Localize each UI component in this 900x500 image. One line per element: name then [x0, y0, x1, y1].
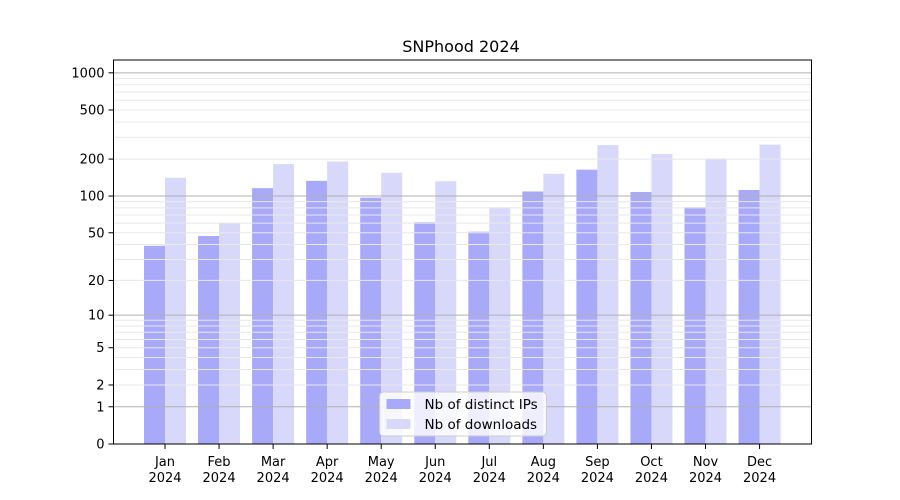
legend-swatch-distinct-ips	[386, 399, 411, 409]
x-tick-label-month-jan: Jan	[154, 455, 175, 470]
bar-distinct-ips-jul	[468, 231, 490, 444]
bar-distinct-ips-oct	[630, 191, 652, 444]
y-tick-label-1: 1	[96, 400, 104, 415]
x-tick-label-month-feb: Feb	[208, 455, 231, 470]
y-tick-label-500: 500	[80, 104, 105, 119]
x-tick-label-month-apr: Apr	[316, 455, 339, 470]
bar-downloads-may	[381, 172, 403, 444]
bar-distinct-ips-apr	[306, 180, 328, 444]
y-tick-label-20: 20	[88, 274, 105, 289]
x-tick-label-month-may: May	[368, 455, 395, 470]
y-tick-label-10: 10	[88, 309, 105, 324]
x-tick-label-month-dec: Dec	[747, 455, 772, 470]
bar-downloads-mar	[273, 164, 295, 445]
x-tick-label-month-sep: Sep	[585, 455, 610, 470]
x-tick-label-year-apr: 2024	[311, 471, 344, 486]
x-tick-label-year-nov: 2024	[689, 471, 722, 486]
x-tick-label-month-oct: Oct	[640, 455, 662, 470]
x-tick-label-year-oct: 2024	[635, 471, 668, 486]
x-tick-label-month-jun: Jun	[424, 455, 445, 470]
x-tick-label-year-mar: 2024	[257, 471, 290, 486]
legend-swatch-downloads	[386, 419, 411, 429]
bar-distinct-ips-jan	[144, 245, 165, 444]
x-tick-label-month-jul: Jul	[480, 455, 497, 470]
bar-distinct-ips-aug	[522, 191, 544, 444]
bar-distinct-ips-jun	[414, 222, 436, 444]
x-tick-label-year-may: 2024	[365, 471, 398, 486]
x-tick-label-year-feb: 2024	[203, 471, 236, 486]
y-tick-label-100: 100	[80, 190, 105, 205]
x-tick-label-year-dec: 2024	[743, 471, 776, 486]
y-tick-label-2: 2	[96, 378, 104, 393]
x-tick-label-month-nov: Nov	[693, 455, 719, 470]
plot-frame	[113, 59, 812, 445]
legend-label-downloads: Nb of downloads	[425, 417, 538, 433]
y-tick-label-0: 0	[96, 438, 104, 453]
x-tick-label-month-mar: Mar	[261, 455, 286, 470]
bar-distinct-ips-dec	[738, 190, 760, 444]
bar-downloads-sep	[597, 145, 619, 444]
bar-downloads-apr	[327, 161, 349, 445]
bar-downloads-feb	[219, 223, 241, 444]
bar-downloads-jan	[165, 177, 186, 445]
y-tick-label-1000: 1000	[71, 66, 104, 81]
x-tick-label-year-jan: 2024	[148, 471, 181, 486]
y-tick-label-50: 50	[88, 226, 105, 241]
bar-downloads-aug	[543, 173, 565, 444]
bar-distinct-ips-mar	[252, 188, 274, 444]
bar-downloads-oct	[651, 153, 673, 444]
x-tick-label-year-sep: 2024	[581, 471, 614, 486]
bar-distinct-ips-sep	[576, 169, 598, 445]
y-tick-label-200: 200	[80, 153, 105, 168]
legend-label-distinct-ips: Nb of distinct IPs	[425, 397, 538, 413]
plot-area: 01251020501002005001000Jan2024Feb2024Mar…	[71, 59, 812, 486]
y-tick-label-5: 5	[96, 341, 104, 356]
bar-downloads-nov	[705, 158, 727, 444]
bar-distinct-ips-feb	[198, 236, 220, 444]
bar-downloads-jun	[435, 181, 457, 444]
chart-title: SNPhood 2024	[402, 37, 519, 56]
bar-downloads-dec	[759, 144, 781, 444]
legend-box	[379, 391, 547, 437]
x-tick-label-year-jun: 2024	[419, 471, 452, 486]
x-tick-label-month-aug: Aug	[531, 455, 556, 470]
x-tick-label-year-aug: 2024	[527, 471, 560, 486]
x-tick-label-year-jul: 2024	[473, 471, 506, 486]
